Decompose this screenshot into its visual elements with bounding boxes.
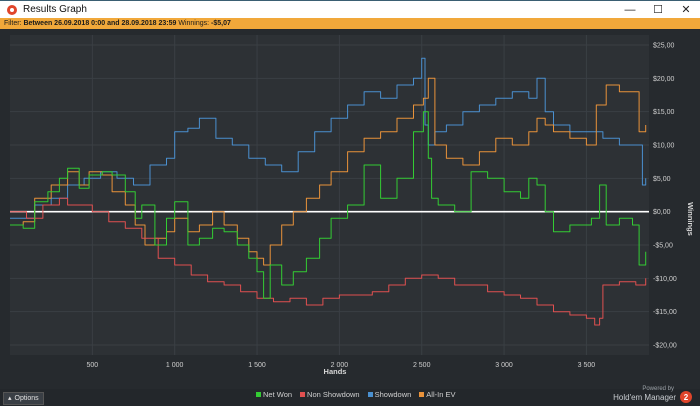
hm2-logo-icon: 2 bbox=[680, 391, 692, 403]
brand-name: Hold'em Manager bbox=[613, 393, 676, 402]
legend-item[interactable]: All-In EV bbox=[419, 390, 455, 399]
series-line-showdown bbox=[10, 57, 647, 219]
legend-swatch bbox=[256, 392, 261, 397]
legend-item[interactable]: Net Won bbox=[256, 390, 292, 399]
x-tick-label: 3 000 bbox=[495, 362, 513, 369]
legend-swatch bbox=[300, 392, 306, 397]
y-axis-label: Winnings bbox=[686, 202, 695, 236]
x-tick-label: 1 500 bbox=[248, 362, 266, 369]
x-tick-label: 1 000 bbox=[166, 362, 184, 369]
bottom-bar bbox=[0, 389, 700, 406]
y-tick-label: $5,00 bbox=[653, 176, 671, 183]
winnings-value: -$5,07 bbox=[211, 20, 231, 27]
legend-label: Net Won bbox=[263, 390, 293, 399]
y-tick-label: -$15,00 bbox=[653, 309, 677, 316]
y-tick-label: -$5,00 bbox=[653, 243, 673, 250]
y-tick-label: -$10,00 bbox=[653, 276, 677, 283]
x-tick-label: 3 500 bbox=[578, 362, 596, 369]
legend-item[interactable]: Non Showdown bbox=[300, 390, 360, 399]
y-tick-label: -$20,00 bbox=[653, 343, 677, 350]
filter-label: Filter: bbox=[4, 20, 22, 27]
options-label: Options bbox=[14, 395, 39, 402]
vertical-gridlines bbox=[91, 35, 587, 355]
plot-area bbox=[10, 35, 649, 355]
series-line-non-showdown bbox=[10, 197, 647, 326]
maximize-button[interactable]: ☐ bbox=[653, 4, 663, 16]
window-title: Results Graph bbox=[23, 4, 87, 15]
x-tick-labels: 500 1 000 1 500 2 000 2 500 3 000 3 500 bbox=[87, 362, 596, 369]
powered-by-text: Powered by bbox=[642, 386, 674, 392]
horizontal-gridlines bbox=[10, 44, 649, 346]
series-lines bbox=[10, 57, 647, 326]
legend-swatch bbox=[419, 392, 425, 397]
x-axis-label: Hands bbox=[324, 367, 347, 376]
legend-label: Showdown bbox=[374, 390, 412, 399]
legend-label: Non Showdown bbox=[307, 390, 360, 399]
series-line-net-won bbox=[10, 111, 647, 299]
legend-item[interactable]: Showdown bbox=[367, 390, 412, 399]
desktop-strip bbox=[0, 0, 700, 1]
x-tick-label: 2 500 bbox=[413, 362, 431, 369]
y-tick-label: $10,00 bbox=[653, 143, 675, 150]
results-chart: 500 1 000 1 500 2 000 2 500 3 000 3 500 $25,00… bbox=[0, 29, 700, 389]
y-tick-label: $15,00 bbox=[653, 109, 675, 116]
legend-swatch bbox=[367, 392, 373, 397]
winnings-label: Winnings: bbox=[178, 20, 210, 27]
title-bar: Results Graph — ☐ ✕ bbox=[0, 1, 700, 18]
y-tick-label: $0,00 bbox=[653, 209, 671, 216]
legend-label: All-In EV bbox=[426, 390, 456, 399]
app-logo-icon bbox=[7, 4, 17, 15]
series-line-all-in-ev bbox=[10, 77, 647, 266]
close-button[interactable]: ✕ bbox=[681, 4, 691, 16]
expand-up-icon: ▴ bbox=[8, 395, 12, 402]
window-controls: — ☐ ✕ bbox=[616, 1, 700, 18]
minimize-button[interactable]: — bbox=[624, 3, 636, 16]
options-button[interactable]: ▴ Options bbox=[3, 392, 44, 405]
y-tick-label: $20,00 bbox=[653, 76, 675, 83]
y-tick-labels: $25,00 $20,00 $15,00 $10,00 $5,00 $0,00 -$5,00… bbox=[653, 43, 677, 350]
y-tick-label: $25,00 bbox=[653, 43, 675, 50]
filter-range: Between 26.09.2018 0:00 and 28.09.2018 2… bbox=[23, 20, 177, 27]
chart-legend: Net Won Non Showdown Showdown All-In EV bbox=[256, 390, 455, 399]
filter-bar: Filter: Between 26.09.2018 0:00 and 28.0… bbox=[0, 18, 700, 29]
x-tick-label: 2 000 bbox=[331, 362, 349, 369]
x-tick-label: 500 bbox=[87, 362, 99, 369]
